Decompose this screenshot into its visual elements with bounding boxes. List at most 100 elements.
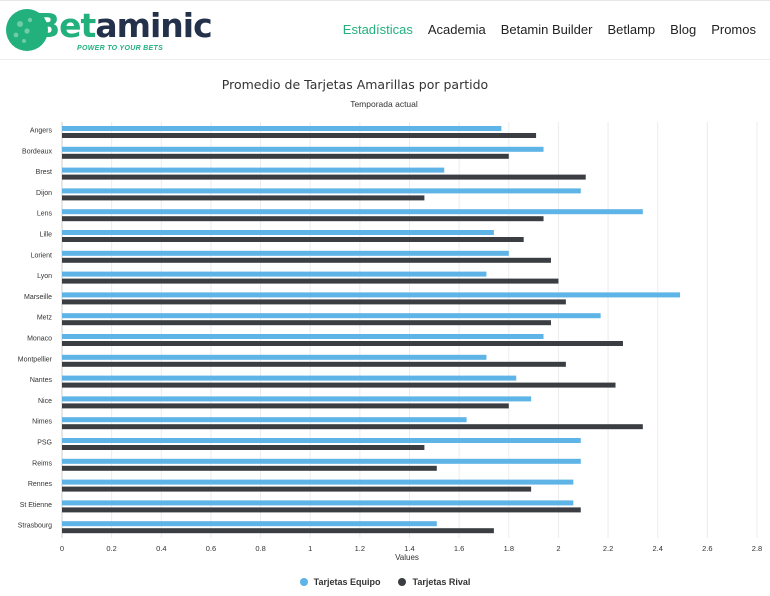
bar-rival[interactable] — [62, 216, 544, 222]
bar-rival[interactable] — [62, 403, 509, 409]
x-tick-label: 1.4 — [404, 544, 414, 553]
category-label: Strasbourg — [18, 523, 52, 530]
bar-equipo[interactable] — [62, 479, 574, 485]
category-label: Nice — [38, 398, 52, 405]
category-label: Lille — [40, 232, 53, 239]
bar-equipo[interactable] — [62, 334, 544, 339]
bar-rival[interactable] — [62, 445, 425, 450]
category-label: Monaco — [27, 336, 52, 343]
bar-rival[interactable] — [62, 382, 616, 388]
logo-circle-icon — [6, 9, 48, 51]
bar-equipo[interactable] — [62, 375, 517, 381]
x-tick-label: 0.8 — [255, 544, 265, 553]
bar-rival[interactable] — [62, 320, 551, 326]
category-labels: Angers Bordeaux Brest Dijon Lens Lille Lorient… — [18, 128, 53, 530]
nav-item-promos[interactable]: Promos — [711, 22, 756, 37]
bar-rival[interactable] — [62, 507, 581, 513]
bar-rival[interactable] — [62, 133, 537, 138]
x-axis-label: Values — [395, 553, 419, 562]
brand-name: Betaminic — [35, 8, 213, 44]
x-tick-label: 0.4 — [156, 544, 166, 553]
bar-equipo[interactable] — [62, 396, 532, 402]
bar-equipo[interactable] — [62, 521, 437, 527]
bar-equipo[interactable] — [62, 209, 643, 215]
category-label: Dijon — [36, 190, 52, 197]
bar-equipo[interactable] — [62, 146, 544, 152]
nav-item-betamin-builder[interactable]: Betamin Builder — [500, 22, 593, 37]
category-label: Lorient — [31, 252, 52, 259]
nav-item-blog[interactable]: Blog — [670, 22, 697, 37]
x-tick-label: 2.2 — [603, 544, 613, 553]
site-header: Betaminic POWER TO YOUR BETS Estadística… — [0, 0, 770, 60]
category-label: St Etienne — [20, 502, 52, 509]
bar-equipo[interactable] — [62, 438, 581, 443]
legend-item-equipo[interactable]: Tarjetas Equipo — [299, 577, 381, 587]
category-label: Montpellier — [18, 356, 53, 363]
x-tick-label: 1.2 — [355, 544, 365, 553]
bar-rival[interactable] — [62, 361, 566, 367]
x-tick-label: 1.8 — [504, 544, 514, 553]
x-tick-label: 1 — [308, 544, 312, 553]
bar-equipo[interactable] — [62, 271, 487, 277]
bar-equipo[interactable] — [62, 188, 581, 194]
chart-legend: Tarjetas Equipo Tarjetas Rival — [0, 577, 770, 587]
category-label: Lens — [37, 211, 53, 218]
bar-equipo[interactable] — [62, 313, 601, 319]
x-tick-label: 0.6 — [206, 544, 216, 553]
x-tick-label: 2.4 — [652, 544, 662, 553]
bar-rival[interactable] — [62, 257, 551, 263]
bar-rival[interactable] — [62, 424, 643, 430]
category-label: Nantes — [30, 377, 53, 384]
x-tick-label: 2.6 — [702, 544, 712, 553]
chart-gridlines — [61, 122, 758, 538]
bar-rival[interactable] — [62, 465, 437, 471]
x-tick-label: 0.2 — [106, 544, 116, 553]
legend-label-equipo: Tarjetas Equipo — [313, 577, 381, 587]
category-label: Lyon — [37, 273, 52, 280]
bar-rival[interactable] — [62, 486, 532, 492]
category-label: Metz — [37, 315, 53, 322]
legend-dot-rival — [398, 578, 407, 586]
chart-bars — [62, 126, 681, 534]
brand-tagline: POWER TO YOUR BETS — [77, 45, 164, 52]
nav-item-academia[interactable]: Academia — [427, 22, 486, 37]
bar-rival[interactable] — [62, 195, 425, 201]
yellow-cards-chart: Promedio de Tarjetas Amarillas por parti… — [18, 77, 762, 562]
nav-item-estadisticas[interactable]: Estadísticas — [342, 22, 413, 37]
x-tick-label: 2 — [556, 544, 560, 553]
x-tick-label: 0 — [60, 544, 64, 553]
bar-equipo[interactable] — [62, 458, 581, 464]
x-tick-label: 1.6 — [454, 544, 464, 553]
bar-equipo[interactable] — [62, 250, 509, 256]
bar-rival[interactable] — [62, 528, 494, 534]
bar-rival[interactable] — [62, 299, 566, 305]
bar-equipo[interactable] — [62, 126, 502, 131]
chart-subtitle: Temporada actual — [350, 99, 418, 109]
bar-rival[interactable] — [62, 278, 559, 284]
category-label: Reims — [32, 460, 52, 467]
bar-equipo[interactable] — [62, 230, 494, 235]
category-label: Bordeaux — [22, 148, 52, 155]
bar-rival[interactable] — [62, 341, 623, 346]
bar-equipo[interactable] — [62, 417, 467, 423]
chart-title: Promedio de Tarjetas Amarillas por parti… — [222, 77, 488, 92]
legend-dot-equipo — [299, 578, 308, 586]
bar-rival[interactable] — [62, 237, 524, 242]
brand-logo[interactable]: Betaminic POWER TO YOUR BETS — [5, 6, 213, 54]
legend-label-rival: Tarjetas Rival — [412, 577, 471, 587]
nav-item-betlamp[interactable]: Betlamp — [607, 22, 656, 37]
legend-item-rival[interactable]: Tarjetas Rival — [398, 577, 470, 587]
x-tick-label: 2.8 — [752, 544, 762, 553]
bar-rival[interactable] — [62, 174, 586, 180]
bar-equipo[interactable] — [62, 500, 574, 506]
bar-rival[interactable] — [62, 153, 509, 159]
bar-equipo[interactable] — [62, 292, 681, 298]
bar-equipo[interactable] — [62, 167, 445, 173]
category-label: Nimes — [32, 419, 52, 426]
bar-equipo[interactable] — [62, 354, 487, 360]
x-axis-tick-labels: 0 0.2 0.4 0.6 0.8 1 1.2 1.4 1.6 1.8 2 2.2 2.4 2.6 2.8 — [60, 544, 762, 553]
category-label: Angers — [30, 128, 53, 135]
category-label: Marseille — [24, 294, 52, 301]
category-label: PSG — [37, 440, 52, 447]
main-nav: Estadísticas Academia Betamin Builder Be… — [343, 22, 756, 37]
